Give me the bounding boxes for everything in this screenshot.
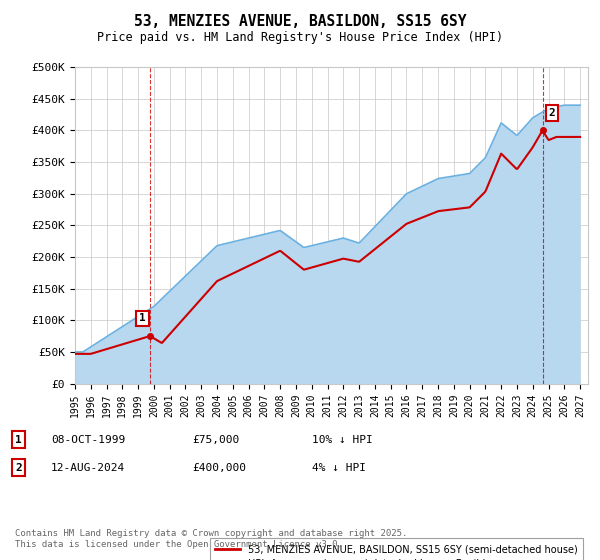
- Text: Price paid vs. HM Land Registry's House Price Index (HPI): Price paid vs. HM Land Registry's House …: [97, 31, 503, 44]
- Text: £400,000: £400,000: [192, 463, 246, 473]
- Legend: 53, MENZIES AVENUE, BASILDON, SS15 6SY (semi-detached house), HPI: Average price: 53, MENZIES AVENUE, BASILDON, SS15 6SY (…: [209, 538, 583, 560]
- Text: 2: 2: [548, 108, 556, 118]
- Text: 53, MENZIES AVENUE, BASILDON, SS15 6SY: 53, MENZIES AVENUE, BASILDON, SS15 6SY: [134, 14, 466, 29]
- Text: 08-OCT-1999: 08-OCT-1999: [51, 435, 125, 445]
- Text: 1: 1: [139, 314, 146, 324]
- Text: Contains HM Land Registry data © Crown copyright and database right 2025.
This d: Contains HM Land Registry data © Crown c…: [15, 529, 407, 549]
- Text: 10% ↓ HPI: 10% ↓ HPI: [312, 435, 373, 445]
- Text: 4% ↓ HPI: 4% ↓ HPI: [312, 463, 366, 473]
- Text: 1: 1: [15, 435, 22, 445]
- Text: 2: 2: [15, 463, 22, 473]
- Text: £75,000: £75,000: [192, 435, 239, 445]
- Text: 12-AUG-2024: 12-AUG-2024: [51, 463, 125, 473]
